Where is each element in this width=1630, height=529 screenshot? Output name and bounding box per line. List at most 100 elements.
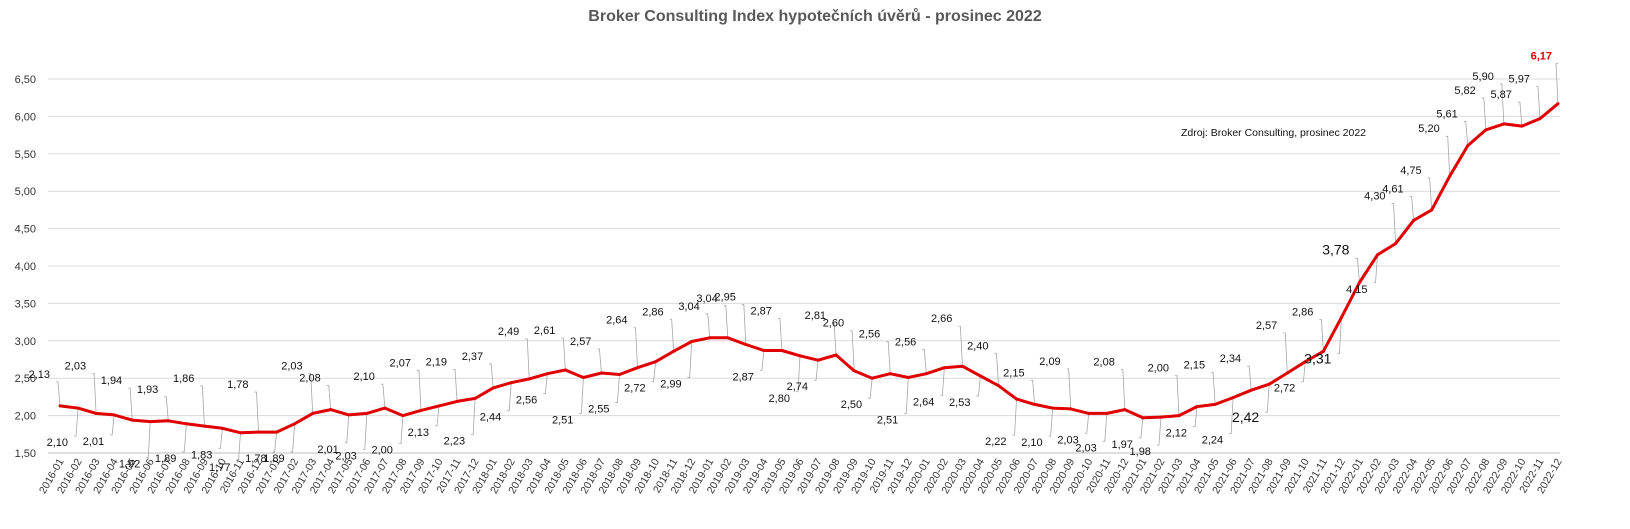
data-point xyxy=(924,372,928,376)
data-label: 2,87 xyxy=(751,306,772,318)
data-point xyxy=(888,372,892,376)
data-label: 2,86 xyxy=(1292,306,1313,318)
leader-line xyxy=(922,349,927,374)
data-point xyxy=(762,349,766,353)
data-point xyxy=(1339,316,1343,320)
y-tick-label: 4,00 xyxy=(15,261,36,273)
y-tick-label: 3,00 xyxy=(15,336,36,348)
leader-line xyxy=(1066,368,1072,409)
data-point xyxy=(257,430,261,434)
data-point xyxy=(563,368,567,372)
data-label: 2,00 xyxy=(1148,363,1169,375)
data-point xyxy=(942,366,946,370)
leader-line xyxy=(579,377,584,414)
leader-line xyxy=(344,414,350,444)
data-label: 2,49 xyxy=(498,326,519,338)
data-label: 1,78 xyxy=(227,379,248,391)
data-label: 2,40 xyxy=(967,341,988,353)
data-label: 1,94 xyxy=(101,375,122,387)
data-point xyxy=(1502,122,1506,126)
data-point xyxy=(311,411,315,415)
data-point xyxy=(76,406,80,410)
data-label: 2,56 xyxy=(516,395,537,407)
data-point xyxy=(708,336,712,340)
data-point xyxy=(419,408,423,412)
leader-line xyxy=(814,360,819,381)
leader-line xyxy=(1535,86,1541,119)
data-point xyxy=(184,422,188,426)
data-label: 2,60 xyxy=(823,318,844,330)
leader-line xyxy=(868,378,873,399)
data-label: 2,55 xyxy=(588,403,609,415)
data-point xyxy=(978,374,982,378)
data-point xyxy=(1159,415,1163,419)
leader-line xyxy=(615,374,620,403)
leader-line xyxy=(543,373,548,395)
y-tick-label: 6,00 xyxy=(15,111,36,123)
leader-line xyxy=(128,387,133,421)
leader-line xyxy=(471,398,476,435)
data-label: 2,57 xyxy=(570,336,591,348)
data-point xyxy=(347,413,351,417)
data-label: 2,24 xyxy=(1202,435,1223,447)
data-point xyxy=(1015,397,1019,401)
data-point xyxy=(1357,280,1361,284)
leader-line xyxy=(1499,83,1505,124)
data-label: 5,90 xyxy=(1472,71,1493,83)
leader-line xyxy=(1409,195,1415,221)
data-label: 4,30 xyxy=(1364,191,1385,203)
data-label: 2,51 xyxy=(877,414,898,426)
y-axis-ticks: 1,50 2,00 2,50 3,00 3,50 4,00 4,50 5,00 5,50 6,00… xyxy=(15,74,36,460)
leader-line xyxy=(453,368,458,402)
leader-line xyxy=(92,372,97,414)
leader-line xyxy=(1463,121,1469,146)
leader-line xyxy=(741,304,747,345)
data-label: 2,03 xyxy=(281,360,302,372)
leader-line xyxy=(958,325,963,367)
data-point xyxy=(1430,208,1434,212)
data-label: 2,10 xyxy=(1021,437,1042,449)
data-label: 3,78 xyxy=(1322,241,1349,257)
data-label: 2,00 xyxy=(371,445,392,457)
data-label: 2,01 xyxy=(317,444,338,456)
data-label: 2,53 xyxy=(949,397,970,409)
data-point xyxy=(437,404,441,408)
leader-line xyxy=(1012,399,1017,436)
data-label: 4,61 xyxy=(1382,183,1403,195)
y-tick-label: 2,00 xyxy=(15,411,36,423)
data-point xyxy=(1141,416,1145,420)
data-labels: 2,132,102,032,011,941,921,931,891,861,83… xyxy=(29,51,1552,474)
data-label: 2,03 xyxy=(1057,434,1078,446)
data-points xyxy=(58,102,1560,435)
data-point xyxy=(365,411,369,415)
leader-line xyxy=(1138,417,1144,439)
data-point xyxy=(527,377,531,381)
data-point xyxy=(1376,253,1380,257)
data-point xyxy=(1069,407,1073,411)
leader-line xyxy=(272,432,277,453)
leader-line xyxy=(597,348,602,373)
leader-line xyxy=(308,372,314,414)
data-point xyxy=(491,386,495,390)
data-label: 2,10 xyxy=(47,437,68,449)
leader-line xyxy=(795,355,801,393)
leader-line xyxy=(687,341,693,378)
leader-line xyxy=(1084,413,1090,434)
leader-line xyxy=(940,367,945,397)
leader-line xyxy=(1120,369,1126,410)
leader-line xyxy=(904,377,909,414)
data-point xyxy=(1466,144,1470,148)
data-label: 2,19 xyxy=(426,356,447,368)
leader-line xyxy=(1174,375,1180,416)
data-point xyxy=(726,336,730,340)
leader-line xyxy=(976,375,981,397)
leader-line xyxy=(1517,101,1523,127)
data-label: 2,07 xyxy=(390,357,411,369)
leader-line xyxy=(182,423,187,453)
leader-line xyxy=(56,381,61,406)
data-label: 2,03 xyxy=(1075,442,1096,454)
leader-line xyxy=(633,327,638,368)
data-label: 1,86 xyxy=(173,373,194,385)
leader-line xyxy=(1283,332,1288,373)
